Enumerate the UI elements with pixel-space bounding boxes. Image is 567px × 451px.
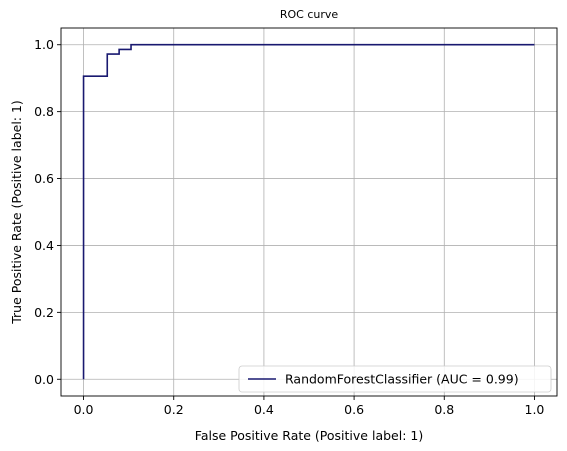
legend-entry-label: RandomForestClassifier (AUC = 0.99) — [285, 372, 519, 387]
legend-box — [238, 365, 552, 393]
roc-curve-line — [82, 43, 535, 380]
y-tick-label: 0.0 — [34, 372, 54, 387]
axis-ticks: 0.0 0.2 0.4 0.6 0.8 1.0 0.0 0.2 0.4 0.6 0.8 1.0 — [34, 37, 544, 417]
legend: RandomForestClassifier (AUC = 0.99) — [238, 365, 552, 393]
chart-title: ROC curve — [280, 8, 339, 21]
x-tick-label: 0.0 — [74, 402, 94, 417]
grid-lines — [61, 28, 557, 396]
x-tick-label: 1.0 — [525, 402, 545, 417]
y-tick-label: 1.0 — [34, 37, 54, 52]
x-axis-label: False Positive Rate (Positive label: 1) — [195, 428, 423, 443]
y-tick-label: 0.4 — [34, 238, 54, 253]
x-tick-label: 0.2 — [164, 402, 184, 417]
y-tick-label: 0.2 — [34, 305, 54, 320]
y-axis-label: True Positive Rate (Positive label: 1) — [9, 100, 24, 325]
y-tick-label: 0.6 — [34, 171, 54, 186]
series-layer — [82, 43, 535, 380]
y-tick-label: 0.8 — [34, 104, 54, 119]
x-tick-label: 0.6 — [344, 402, 364, 417]
plot-frame — [60, 27, 558, 397]
x-tick-label: 0.4 — [254, 402, 274, 417]
x-tick-label: 0.8 — [434, 402, 454, 417]
